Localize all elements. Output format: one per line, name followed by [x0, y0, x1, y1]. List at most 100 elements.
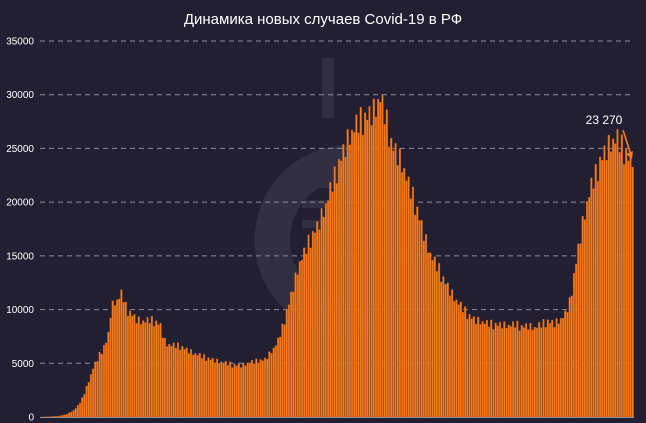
bar — [509, 326, 512, 418]
bar — [261, 360, 264, 418]
bar — [320, 208, 323, 418]
bar — [575, 263, 578, 418]
bar — [483, 323, 486, 418]
bar — [368, 106, 371, 418]
bar — [403, 168, 406, 418]
bar — [322, 216, 325, 418]
bar — [455, 299, 458, 418]
bar — [538, 322, 541, 418]
bar — [111, 300, 114, 418]
bar — [314, 232, 317, 418]
bar — [226, 365, 230, 418]
bar — [627, 160, 630, 418]
bar — [620, 134, 623, 418]
bar — [198, 353, 201, 418]
bar — [424, 234, 428, 418]
bar — [516, 320, 519, 418]
annotation-arrowhead — [626, 151, 633, 160]
bar — [570, 295, 573, 418]
bar — [533, 327, 536, 418]
bar — [472, 316, 475, 418]
bar — [285, 309, 288, 418]
bar — [557, 323, 560, 418]
bar — [370, 125, 373, 418]
bar — [388, 146, 391, 418]
bar — [61, 415, 64, 418]
bar — [248, 363, 251, 418]
bar — [348, 144, 351, 418]
bar — [287, 304, 290, 418]
bar — [259, 359, 262, 418]
bar — [379, 102, 382, 418]
bar — [211, 358, 214, 418]
bar — [183, 349, 186, 418]
bar — [394, 143, 397, 418]
bar — [562, 318, 565, 418]
bar — [116, 299, 119, 418]
bar — [85, 385, 88, 418]
bar — [540, 327, 543, 418]
bar — [237, 363, 240, 418]
bar — [529, 322, 532, 418]
bar — [168, 344, 171, 418]
bar — [549, 323, 552, 418]
bar — [553, 327, 556, 418]
bar — [518, 330, 521, 418]
bar — [242, 362, 245, 418]
bar — [438, 263, 441, 418]
bar — [233, 363, 236, 418]
bar — [155, 320, 158, 418]
bar — [52, 416, 55, 418]
bar — [240, 367, 243, 418]
bar — [579, 243, 582, 418]
bar — [427, 252, 430, 418]
bar — [446, 282, 449, 418]
bar — [503, 321, 506, 418]
bar — [244, 365, 247, 418]
bar — [514, 327, 517, 418]
bar — [157, 324, 160, 418]
y-tick-label: 20000 — [6, 198, 34, 209]
bar — [113, 305, 116, 418]
bar — [494, 322, 497, 418]
bar — [305, 253, 308, 418]
bar — [279, 336, 282, 418]
bar — [577, 243, 580, 418]
bar — [220, 361, 223, 418]
bar — [359, 107, 362, 418]
bar — [374, 116, 377, 418]
bar — [129, 310, 132, 418]
bar — [442, 276, 445, 418]
bar — [588, 197, 591, 418]
bar — [396, 165, 399, 418]
bar — [479, 324, 482, 418]
bar — [144, 322, 147, 418]
bar — [133, 314, 136, 418]
bar — [527, 329, 530, 418]
bar — [148, 323, 151, 418]
bar — [300, 260, 304, 418]
bar — [72, 410, 75, 418]
bar — [329, 182, 332, 418]
bar — [346, 129, 349, 418]
bar — [546, 319, 549, 418]
bar — [496, 325, 499, 418]
bar — [76, 405, 79, 418]
bar — [407, 176, 410, 418]
bar — [311, 230, 314, 418]
bar — [142, 320, 145, 418]
bar — [63, 414, 66, 418]
bar — [50, 416, 53, 418]
bar — [342, 144, 345, 418]
bar — [207, 357, 210, 418]
bar — [170, 345, 173, 418]
bar — [512, 321, 515, 418]
bar — [229, 361, 232, 418]
bar — [609, 151, 612, 418]
bar — [331, 191, 334, 418]
bar — [68, 412, 71, 418]
bar — [87, 382, 90, 418]
bar — [390, 138, 393, 418]
bar — [255, 358, 258, 418]
bar — [551, 320, 554, 418]
